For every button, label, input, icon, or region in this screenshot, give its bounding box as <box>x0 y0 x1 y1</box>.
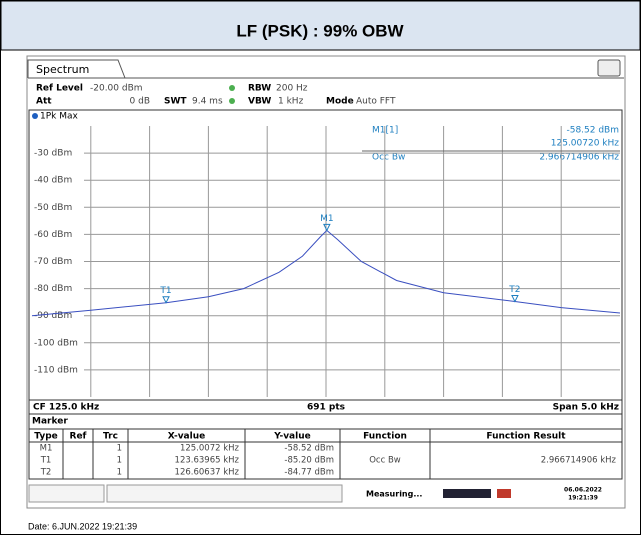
cell: -85.20 dBm <box>284 456 334 466</box>
y-tick-label: -30 dBm <box>34 149 72 159</box>
header-title: LF (PSK) : 99% OBW <box>236 21 404 40</box>
marker-function: Occ Bw <box>372 153 405 163</box>
marker-freq: 125.00720 kHz <box>551 139 620 149</box>
swt-label: SWT <box>164 97 187 107</box>
y-tick-label: -110 dBm <box>34 365 78 375</box>
marker-result: 2.966714906 kHz <box>539 153 619 163</box>
header-cell <box>0 0 641 51</box>
column-header: Ref <box>70 432 87 442</box>
cell: 1 <box>117 468 122 478</box>
marker-label: T1 <box>159 286 171 296</box>
marker-label: T2 <box>508 285 520 295</box>
column-header: Trc <box>103 432 118 442</box>
vbw: 1 kHz <box>278 97 304 107</box>
date-line: Date: 6.JUN.2022 19:21:39 <box>28 521 137 531</box>
rbw-dot <box>229 85 235 91</box>
cell: Occ Bw <box>369 456 401 466</box>
att: 0 dB <box>130 97 150 107</box>
cell: T1 <box>40 456 52 466</box>
tab <box>27 59 126 79</box>
ref-level: -20.00 dBm <box>90 84 143 94</box>
status-box <box>106 484 343 503</box>
marker-table-title: Marker <box>32 417 68 427</box>
marker-label: M1 <box>320 214 334 224</box>
points: 691 pts <box>307 403 345 413</box>
progress <box>443 489 491 498</box>
trace <box>31 229 621 317</box>
marker <box>162 296 170 304</box>
column-header: Type <box>34 432 57 442</box>
cell: T2 <box>40 468 52 478</box>
status-icon <box>497 489 511 498</box>
rbw: 200 Hz <box>276 84 308 94</box>
y-tick-label: -80 dBm <box>34 284 72 294</box>
icon <box>597 59 621 77</box>
status-date: 06.06.2022 <box>564 487 602 494</box>
mode-label: Mode <box>326 97 354 107</box>
y-tick-label: -60 dBm <box>34 230 72 240</box>
vbw-label: VBW <box>248 97 271 107</box>
marker <box>323 223 331 232</box>
column-header: X-value <box>168 432 205 442</box>
cell: 2.966714906 kHz <box>541 456 617 466</box>
ref-level-label: Ref Level <box>36 84 83 94</box>
y-tick-label: -70 dBm <box>34 257 72 267</box>
mode: Auto FFT <box>356 97 396 107</box>
att-label: Att <box>36 97 52 107</box>
cell: -58.52 dBm <box>284 444 334 454</box>
cell: M1 <box>40 444 53 454</box>
span: Span 5.0 kHz <box>553 403 619 413</box>
status-time: 19:21:39 <box>568 495 598 502</box>
status-box <box>28 484 105 503</box>
cell: 1 <box>117 456 122 466</box>
column-header: Y-value <box>273 432 310 442</box>
cell: 123.63965 kHz <box>175 456 240 466</box>
y-tick-label: -90 dBm <box>34 311 72 321</box>
y-tick-label: -40 dBm <box>34 176 72 186</box>
cf: CF 125.0 kHz <box>33 403 99 413</box>
marker-level: -58.52 dBm <box>566 126 619 136</box>
trace-label: 1Pk Max <box>40 112 79 122</box>
column-header: Function Result <box>486 432 566 442</box>
cell: 125.0072 kHz <box>180 444 240 454</box>
status-text: Measuring... <box>366 490 422 499</box>
marker <box>511 295 519 303</box>
trace-dot <box>32 113 38 119</box>
tab-label: Spectrum <box>36 63 89 76</box>
y-tick-label: -100 dBm <box>34 338 78 348</box>
cell: -84.77 dBm <box>284 468 334 478</box>
cell: 1 <box>117 444 122 454</box>
y-tick-label: -50 dBm <box>34 203 72 213</box>
vbw-dot <box>229 98 235 104</box>
rbw-label: RBW <box>248 84 271 94</box>
column-header: Function <box>363 432 407 442</box>
swt: 9.4 ms <box>192 97 223 107</box>
cell: 126.60637 kHz <box>175 468 240 478</box>
